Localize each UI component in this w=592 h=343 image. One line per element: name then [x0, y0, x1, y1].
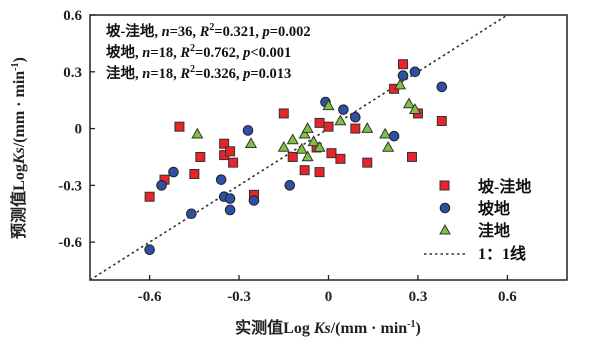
data-point-square	[189, 169, 200, 179]
annotation-2: 坡地, n=18, R2=0.762, p<0.001	[106, 43, 291, 61]
data-point-square	[228, 157, 239, 168]
data-point-triangle	[298, 127, 311, 139]
data-point-square	[350, 123, 361, 134]
legend-label-reference-line: 1：1线	[478, 244, 526, 263]
data-point-triangle	[334, 114, 347, 126]
annotation-1: 坡-洼地, n=36, R2=0.321, p=0.002	[106, 22, 311, 40]
data-point-circle	[388, 130, 400, 142]
data-point-circle	[409, 66, 421, 78]
data-point-triangle	[301, 150, 314, 162]
data-point-triangle	[361, 122, 374, 133]
data-point-square	[225, 146, 236, 157]
data-point-circle	[397, 70, 409, 81]
data-point-triangle	[277, 140, 290, 152]
legend: 坡-洼地 坡地 洼地 1：1线	[424, 177, 531, 263]
data-point-triangle	[379, 127, 392, 139]
data-point-square	[335, 153, 346, 164]
legend-marker-square	[439, 180, 450, 191]
data-point-triangle	[408, 103, 422, 114]
legend-label-slope-depression: 坡-洼地	[478, 177, 531, 196]
data-point-square	[398, 59, 409, 70]
x-tick-label: 0.6	[498, 289, 517, 305]
data-point-circle	[215, 174, 227, 185]
data-point-square	[219, 138, 230, 149]
y-tick-label: 0.6	[63, 8, 82, 24]
x-axis-label: 实测值Log Ks/(mm · min-1)	[235, 318, 421, 337]
axes: -0.6 -0.3 0 0.3 0.6 0.6 0.3 0 -0.3 -0.6	[58, 8, 517, 305]
data-point-circle	[248, 195, 260, 206]
data-point-triangle	[301, 122, 314, 133]
y-tick-label: 0.3	[63, 65, 82, 81]
data-point-square	[299, 165, 310, 176]
stats-annotations: 坡-洼地, n=36, R2=0.321, p=0.002 坡地, n=18, …	[106, 22, 311, 82]
legend-label-slope: 坡地	[478, 199, 510, 218]
x-tick-label: -0.3	[227, 289, 251, 305]
data-point-square	[174, 121, 185, 132]
legend-marker-triangle	[439, 223, 451, 235]
x-tick-label: 0	[325, 289, 333, 305]
data-point-square	[362, 157, 373, 168]
x-tick-label: -0.6	[138, 289, 162, 305]
data-point-square	[406, 151, 417, 162]
data-point-triangle	[286, 133, 299, 145]
data-point-square	[195, 151, 206, 162]
data-point-circle	[350, 111, 361, 123]
x-tick-label: 0.3	[409, 289, 428, 305]
data-point-triangle	[313, 140, 326, 152]
data-point-square	[278, 108, 289, 119]
data-points	[144, 59, 448, 256]
data-point-triangle	[191, 127, 204, 139]
data-point-square	[287, 151, 298, 162]
data-point-circle	[186, 208, 197, 220]
data-point-circle	[242, 125, 254, 136]
annotation-3: 洼地, n=18, R2=0.326, p=0.013	[106, 64, 291, 82]
y-axis-label: 预测值LogKs/(mm · min-1)	[9, 57, 28, 239]
data-point-circle	[224, 193, 236, 204]
data-point-triangle	[382, 140, 395, 152]
data-point-square	[326, 148, 337, 159]
data-point-circle	[224, 204, 236, 216]
data-point-triangle	[295, 142, 308, 154]
data-point-square	[144, 191, 155, 202]
data-point-square	[323, 121, 334, 132]
legend-label-depression: 洼地	[478, 221, 510, 240]
y-tick-label: -0.3	[58, 178, 82, 194]
data-point-square	[314, 117, 325, 128]
data-point-circle	[144, 244, 155, 256]
data-point-circle	[436, 81, 448, 93]
data-point-circle	[338, 104, 349, 115]
data-point-triangle	[307, 135, 320, 147]
data-point-triangle	[244, 137, 258, 149]
data-point-circle	[284, 180, 296, 191]
legend-marker-circle	[439, 202, 451, 214]
data-point-circle	[168, 166, 179, 178]
data-point-square	[436, 116, 447, 126]
y-tick-label: -0.6	[58, 235, 82, 251]
data-point-triangle	[402, 97, 416, 109]
data-point-triangle	[322, 99, 335, 111]
data-point-circle	[156, 180, 167, 191]
data-point-square	[314, 167, 325, 178]
data-point-triangle	[393, 78, 407, 90]
y-tick-label: 0	[75, 122, 83, 138]
